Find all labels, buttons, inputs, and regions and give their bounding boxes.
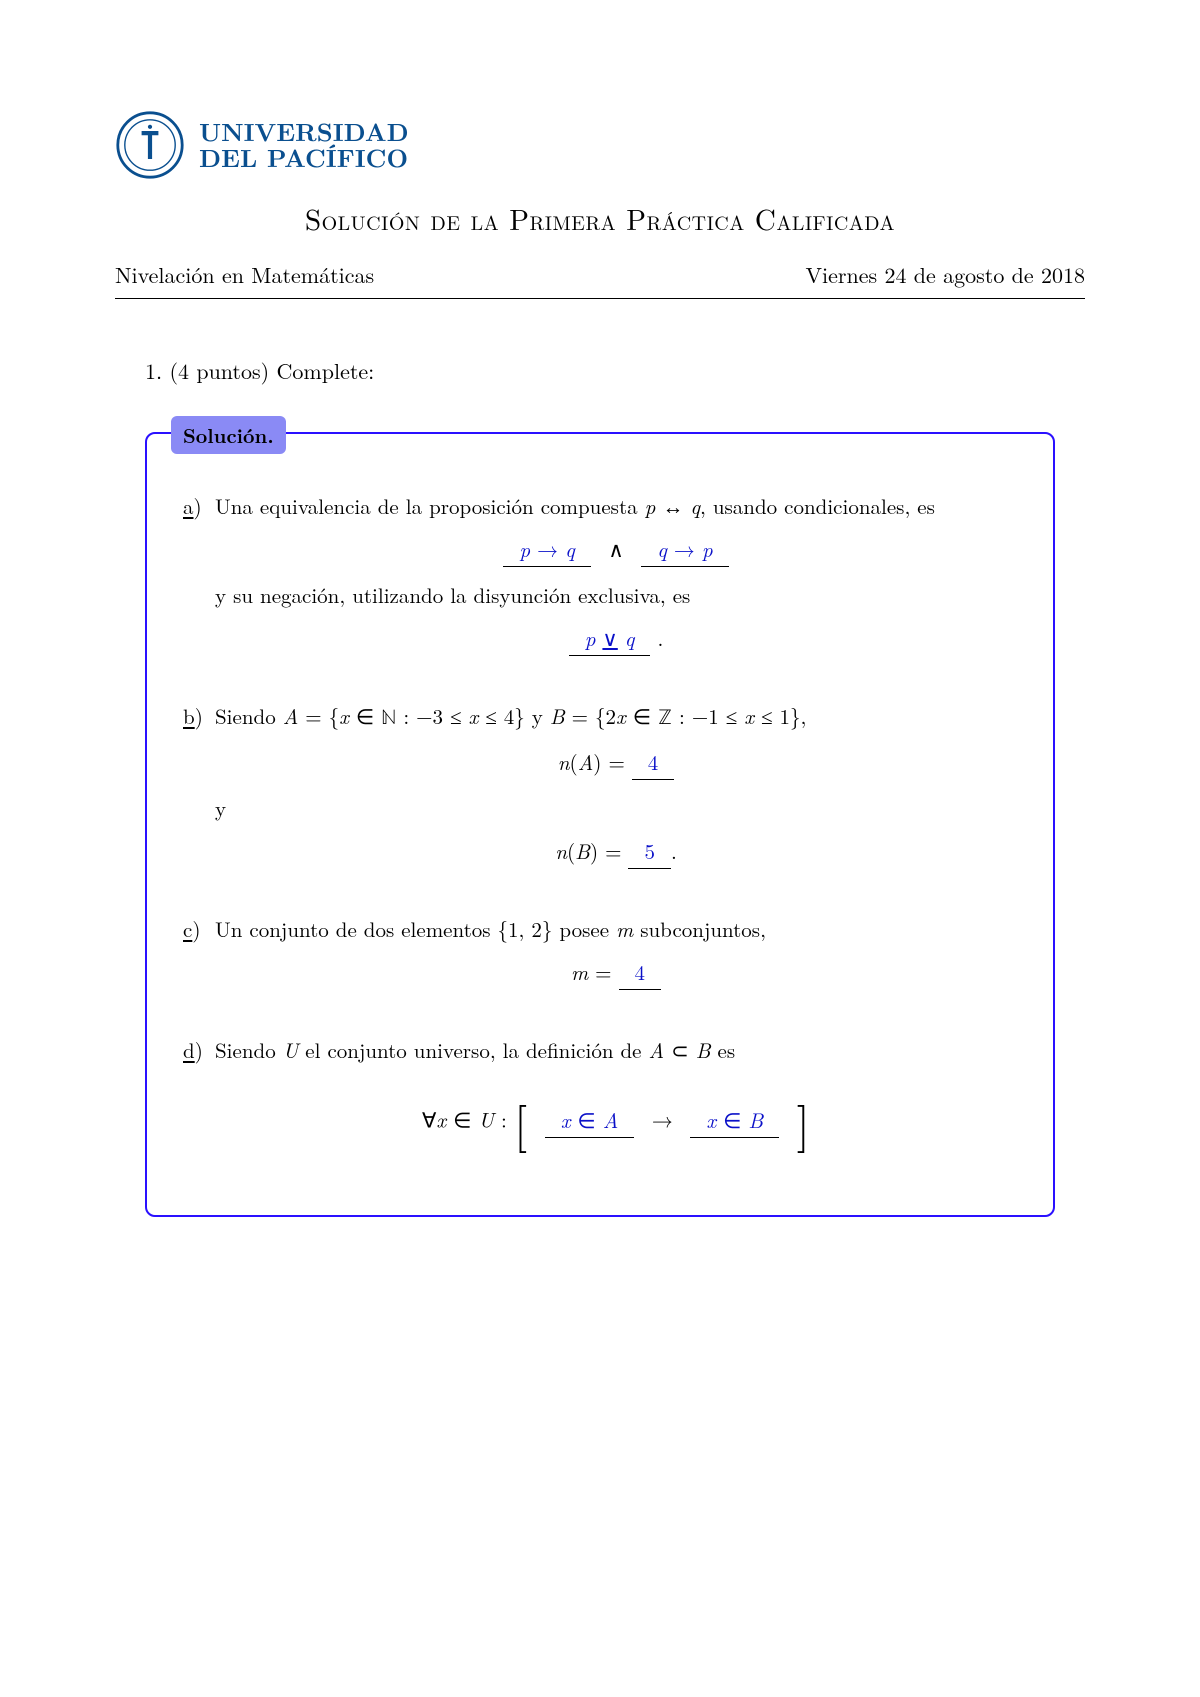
answer-c: 4 xyxy=(619,956,662,991)
item-b: b) Siendo A = {x ∈ ℕ : −3 ≤ x ≤ 4} y B =… xyxy=(183,700,1017,881)
university-seal-icon xyxy=(115,110,185,180)
course-name: Nivelación en Matemáticas xyxy=(115,259,374,290)
item-letter: a) xyxy=(183,490,215,668)
equation-b1: n(A) = 4 xyxy=(215,746,1017,781)
equation-a2: p ∨ q . xyxy=(215,622,1017,657)
university-name: UNIVERSIDAD DEL PACÍFICO xyxy=(199,119,409,172)
solution-label: Solución. xyxy=(171,416,286,454)
item-body: Un conjunto de dos elementos {1, 2} pose… xyxy=(215,913,1017,1002)
header-rule xyxy=(115,298,1085,299)
problem-statement: 1. (4 puntos) Complete: xyxy=(145,355,1085,386)
page: UNIVERSIDAD DEL PACÍFICO Solución de la … xyxy=(0,0,1200,1697)
item-letter: c) xyxy=(183,913,215,1002)
answer-b1: 4 xyxy=(632,746,675,781)
university-line-2: DEL PACÍFICO xyxy=(199,145,409,171)
problem-points: (4 puntos) xyxy=(169,355,269,386)
item-letter: b) xyxy=(183,700,215,881)
equation-b2: n(B) = 5. xyxy=(215,835,1017,870)
solution-box: Solución. a) Una equivalencia de la prop… xyxy=(145,432,1055,1217)
answer-a2: q → p xyxy=(641,533,728,568)
equation-c: m = 4 xyxy=(215,956,1017,991)
meta-row: Nivelación en Matemáticas Viernes 24 de … xyxy=(115,259,1085,290)
answer-d2: x ∈ B xyxy=(690,1104,779,1139)
document-date: Viernes 24 de agosto de 2018 xyxy=(805,259,1085,290)
item-c: c) Un conjunto de dos elementos {1, 2} p… xyxy=(183,913,1017,1002)
answer-d1: x ∈ A xyxy=(545,1104,635,1139)
item-d: d) Siendo U el conjunto universo, la def… xyxy=(183,1034,1017,1161)
item-a: a) Una equivalencia de la proposición co… xyxy=(183,490,1017,668)
equation-a1: p → q ∧ q → p xyxy=(215,533,1017,568)
item-body: Siendo U el conjunto universo, la defini… xyxy=(215,1034,1017,1161)
answer-a1: p → q xyxy=(503,533,590,568)
problem-instruction: Complete: xyxy=(277,355,375,386)
problem-number: 1. xyxy=(145,355,162,386)
item-body: Una equivalencia de la proposición compu… xyxy=(215,490,1017,668)
equation-d: ∀x ∈ U : [ x ∈ A → x ∈ B ] xyxy=(215,1097,1017,1149)
answer-b2: 5 xyxy=(628,835,671,870)
answer-a3: p ∨ q xyxy=(569,622,651,657)
document-title: Solución de la Primera Práctica Califica… xyxy=(115,198,1085,239)
item-letter: d) xyxy=(183,1034,215,1161)
header-logo-row: UNIVERSIDAD DEL PACÍFICO xyxy=(115,110,1085,180)
item-body: Siendo A = {x ∈ ℕ : −3 ≤ x ≤ 4} y B = {2… xyxy=(215,700,1017,881)
